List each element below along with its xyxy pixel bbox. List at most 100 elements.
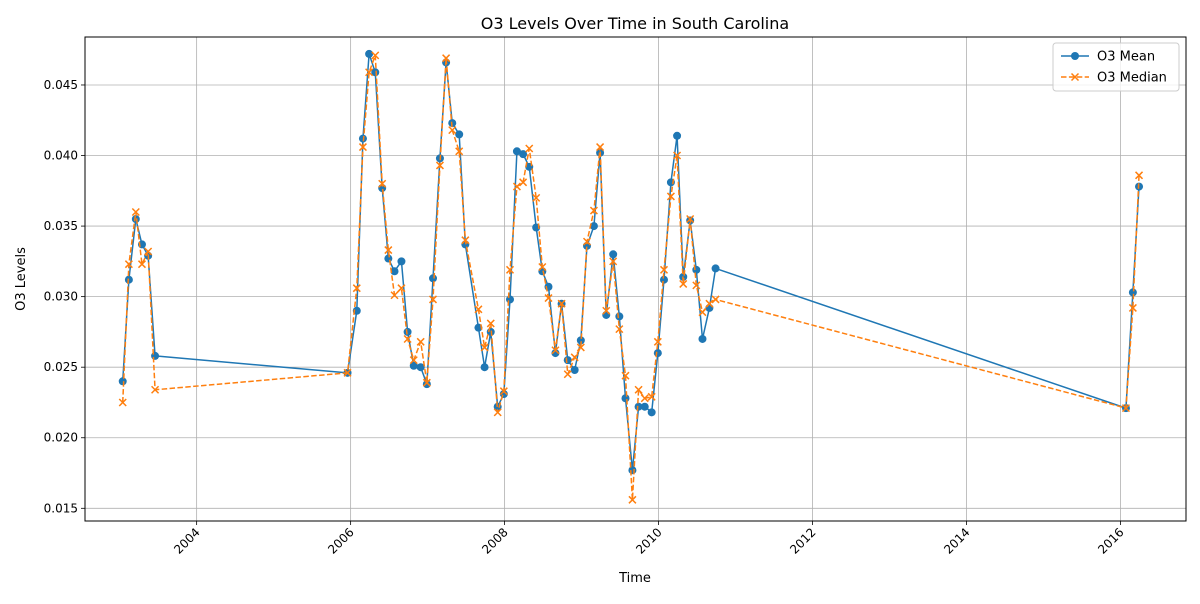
o3-median-point: [557, 299, 566, 308]
o3-median-point: [137, 260, 147, 269]
axis-ticks: 2004 2006 2008 2010 2012 2014 2016 0.015 0.020 0.…: [44, 78, 1127, 557]
o3-mean-point: [602, 310, 611, 319]
o3-median-point: [1128, 303, 1137, 312]
o3-median-point: [596, 143, 605, 152]
o3-median-point: [659, 265, 669, 274]
o3-median-point: [666, 192, 675, 201]
o3-mean-point: [429, 274, 438, 283]
o3-mean-point: [519, 150, 528, 159]
o3-mean-point: [570, 366, 579, 375]
o3-mean-point: [705, 303, 714, 312]
o3-mean-point: [609, 250, 618, 259]
o3-mean-point: [647, 408, 656, 417]
o3-median-point: [505, 265, 515, 274]
o3-mean-point: [692, 265, 701, 274]
o3-mean-point: [480, 363, 489, 372]
o3-mean-point: [151, 351, 160, 360]
o3-mean-point: [403, 327, 412, 336]
o3-mean-point: [621, 394, 630, 403]
o3-mean-point: [390, 267, 399, 276]
o3-median-point: [1135, 171, 1144, 180]
o3-mean-point: [409, 361, 418, 370]
y-tick-label: 0.030: [44, 290, 78, 304]
o3-median-point: [397, 284, 406, 293]
o3-mean-point: [384, 254, 393, 263]
o3-median-point: [711, 295, 720, 304]
o3-mean-point: [653, 349, 662, 358]
o3-median-point: [544, 294, 553, 303]
o3-median-point: [686, 214, 695, 224]
o3-median-point: [428, 295, 438, 304]
x-tick-label: 2006: [325, 525, 356, 556]
x-tick-label: 2016: [1095, 525, 1126, 556]
o3-mean-point: [506, 295, 515, 304]
o3-median-point: [480, 343, 489, 352]
o3-median-point: [647, 392, 656, 401]
o3-median-point: [448, 126, 457, 135]
y-tick-label: 0.020: [44, 431, 78, 445]
o3-median-point: [390, 291, 399, 300]
o3-mean-point: [634, 402, 643, 411]
o3-median-point: [384, 246, 393, 255]
o3-median-point: [551, 346, 560, 355]
o3-median-point: [422, 378, 431, 387]
y-tick-label: 0.015: [44, 501, 78, 515]
o3-median-point: [461, 236, 470, 245]
o3-median-line: [121, 54, 1140, 501]
o3-median-point: [653, 337, 662, 346]
o3-median-point: [615, 325, 624, 334]
o3-median-point: [640, 394, 649, 403]
o3-median-point: [634, 385, 643, 394]
o3-median-point: [124, 260, 133, 269]
o3-mean-point: [416, 363, 425, 372]
o3-median-point: [493, 408, 502, 417]
o3-median-point: [118, 398, 127, 407]
legend-marker: [1070, 72, 1080, 82]
o3-median-point: [525, 144, 534, 153]
o3-mean-point: [551, 349, 560, 358]
x-axis-label: Time: [618, 571, 651, 586]
o3-mean-series: [118, 49, 1144, 475]
o3-median-point: [151, 385, 160, 394]
o3-mean-point: [512, 147, 521, 156]
o3-mean-point: [698, 334, 707, 343]
o3-median-point: [365, 68, 374, 77]
o3-median-point: [442, 54, 451, 63]
y-tick-label: 0.025: [44, 360, 78, 374]
legend-box: [1052, 42, 1180, 92]
o3-mean-point: [563, 356, 572, 365]
legend: O3 Mean O3 Median: [1052, 42, 1180, 92]
legend-marker: [1071, 52, 1079, 60]
o3-median-point: [512, 182, 521, 191]
o3-median-point: [371, 51, 380, 60]
chart-title: O3 Levels Over Time in South Carolina: [481, 14, 789, 33]
o3-mean-point: [589, 222, 598, 231]
o3-median-point: [378, 179, 387, 188]
grid-lines: [85, 37, 1186, 521]
o3-median-point: [1121, 404, 1130, 413]
o3-median-point: [416, 337, 425, 346]
o3-median-point: [409, 356, 418, 365]
o3-median-point: [589, 206, 598, 215]
o3-median-point: [131, 207, 140, 217]
o3-mean-point: [131, 215, 140, 224]
y-tick-label: 0.045: [44, 78, 78, 92]
o3-mean-point: [628, 466, 637, 475]
o3-median-point: [692, 281, 701, 290]
o3-median-series: [118, 51, 1144, 504]
y-tick-label: 0.035: [44, 219, 78, 233]
o3-mean-point: [118, 377, 127, 386]
o3-mean-point: [711, 264, 720, 273]
plot-area: [118, 49, 1144, 504]
o3-median-point: [602, 306, 611, 315]
o3-median-point: [403, 334, 412, 344]
y-axis-label: O3 Levels: [14, 247, 29, 311]
o3-median-point: [563, 370, 572, 379]
o3-median-point: [538, 262, 547, 272]
o3-mean-point: [371, 68, 380, 77]
o3-mean-point: [640, 402, 649, 411]
o3-median-point: [519, 178, 528, 187]
o3-mean-point: [576, 336, 585, 345]
o3-median-point: [435, 161, 444, 170]
